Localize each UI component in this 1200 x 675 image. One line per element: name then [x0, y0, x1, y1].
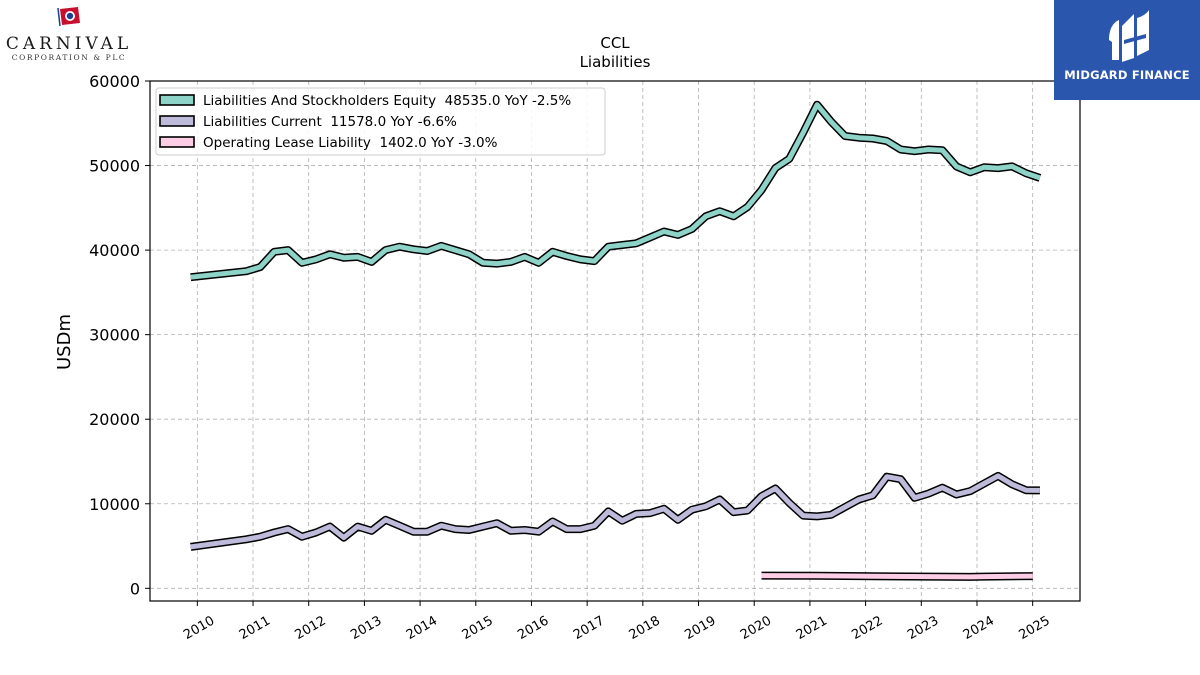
y-tick-label: 20000 [89, 410, 140, 429]
series-outline-1 [190, 471, 1040, 551]
legend-entry: Liabilities Current 11578.0 YoY -6.6% [203, 114, 457, 130]
series-line-0 [190, 102, 1041, 280]
partner-mark-icon [1109, 10, 1149, 62]
x-tick-label: 2010 [181, 613, 217, 643]
chart-title: CCL [600, 34, 630, 52]
x-tick-label: 2016 [515, 613, 551, 643]
legend-swatch [159, 94, 195, 106]
series-line-2 [761, 573, 1033, 580]
x-tick-label: 2025 [1017, 613, 1053, 643]
x-tick-label: 2021 [794, 613, 830, 643]
grid-lines [150, 80, 1080, 601]
x-tick-label: 2018 [627, 613, 663, 643]
legend: Liabilities And Stockholders Equity 4853… [155, 87, 606, 156]
y-tick-label: 60000 [89, 72, 140, 91]
y-tick-label: 30000 [89, 326, 140, 345]
x-tick-label: 2011 [237, 613, 273, 643]
legend-swatch [159, 136, 195, 148]
x-tick-label: 2023 [905, 613, 941, 643]
x-tick-label: 2013 [348, 613, 384, 643]
partner-name: MIDGARD FINANCE [1064, 68, 1190, 82]
plot-frame [149, 80, 1081, 602]
x-tick-label: 2014 [404, 613, 440, 643]
series-lines [190, 100, 1042, 581]
y-tick-label: 0 [130, 579, 140, 598]
x-tick-label: 2019 [682, 613, 718, 643]
funnel-flag-icon [57, 7, 80, 27]
y-axis-ticks: 0 10000 20000 30000 40000 50000 60000 [89, 72, 150, 598]
x-tick-label: 2012 [293, 613, 329, 643]
x-tick-label: 2015 [460, 613, 496, 643]
legend-swatch [159, 115, 195, 127]
y-tick-label: 50000 [89, 157, 140, 176]
y-axis-label: USDm [54, 314, 75, 370]
partner-logo: MIDGARD FINANCE [1054, 0, 1200, 100]
x-tick-label: 2022 [849, 613, 885, 643]
x-axis-ticks: 2010 2011 2012 2013 2014 2015 2016 2017 2018 2019… [181, 601, 1053, 643]
y-tick-label: 10000 [89, 495, 140, 514]
company-logo: CARNIVAL CORPORATION & PLC [4, 6, 134, 62]
series-line-1 [190, 473, 1040, 550]
legend-entry: Operating Lease Liability 1402.0 YoY -3.… [203, 135, 498, 151]
chart-subtitle: Liabilities [580, 53, 651, 71]
x-tick-label: 2024 [961, 613, 997, 643]
company-wordmark: CARNIVAL [5, 34, 133, 54]
x-tick-label: 2017 [571, 613, 607, 643]
y-tick-label: 40000 [89, 241, 140, 260]
legend-entry: Liabilities And Stockholders Equity 4853… [203, 93, 571, 109]
company-subtitle: CORPORATION & PLC [11, 53, 127, 62]
legend-box [155, 87, 606, 156]
x-tick-label: 2020 [738, 613, 774, 643]
